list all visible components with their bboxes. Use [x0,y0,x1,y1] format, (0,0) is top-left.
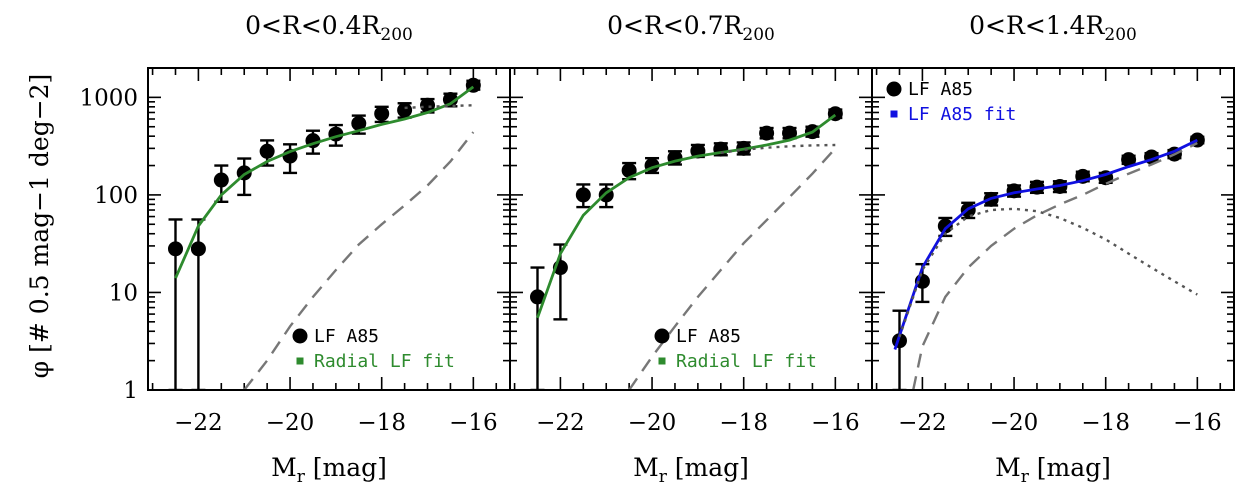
x-tick-label: −16 [449,410,498,436]
x-axis-label-subscript: r [659,467,668,485]
data-point [598,183,614,209]
data-point [167,218,183,390]
x-tick-label: −18 [1081,410,1130,436]
x-axis-label: Mr [mag] [271,453,387,485]
series-line-component [912,142,1198,390]
plot-area [891,132,1205,390]
legend-label: LF A85 fit [908,104,1016,125]
data-marker [351,115,367,131]
legend-label: LF A85 [676,326,741,347]
legend-marker-circle [886,81,902,97]
x-axis-label-main: M [995,453,1021,482]
data-marker [782,125,798,141]
data-marker [397,102,413,118]
x-axis-label-main: M [633,453,659,482]
x-axis-label-subscript: r [1021,467,1030,485]
x-axis-label-main: M [271,453,297,482]
plot-frame [871,67,1235,391]
series-line-fit [893,138,1198,350]
x-axis-label-unit: [mag] [1029,453,1111,482]
data-marker [759,125,775,141]
chart-title-main: 0<R<1.4R [969,11,1105,40]
chart-title: 0<R<1.4R200 [969,11,1137,45]
legend-marker-square [658,357,666,365]
data-marker [259,143,275,159]
data-point [397,102,413,119]
legend-label: LF A85 [314,326,379,347]
chart-title-main: 0<R<0.7R [607,11,743,40]
data-marker [529,289,545,305]
series-line-component [404,104,474,110]
legend-marker-circle [292,328,308,344]
data-point [575,183,591,209]
data-marker [190,241,206,257]
chart-title: 0<R<0.7R200 [607,11,775,45]
x-axis-label-subscript: r [297,467,306,485]
data-marker [167,241,183,257]
y-tick-label: 100 [94,183,138,209]
data-marker [575,187,591,203]
legend-label: Radial LF fit [676,351,817,372]
series-line-component [898,207,1198,338]
data-marker [937,218,953,234]
legend: LF A85 LF A85 fit [886,79,1016,125]
data-marker [213,172,229,188]
chart-title-subscript: 200 [742,25,774,45]
x-tick-label: −16 [811,410,860,436]
plot-area [167,77,481,390]
y-axis-label: φ [# 0.5 mag−1 deg−2] [25,74,54,379]
x-axis-label-unit: [mag] [305,453,387,482]
series-line-component [243,131,475,390]
x-axis-label-unit: [mag] [667,453,749,482]
y-tick-label: 1 [123,378,138,404]
data-point [374,105,390,124]
x-tick-label: −20 [628,410,677,436]
y-tick-label: 10 [109,280,138,306]
x-tick-label: −22 [536,410,585,436]
data-point [1121,152,1137,168]
x-tick-label: −20 [990,410,1039,436]
series-line-fit [536,113,837,319]
legend-marker-square [296,357,304,365]
x-tick-label: −22 [898,410,947,436]
y-tick-label: 1000 [79,85,138,111]
plot-area [529,106,843,390]
data-marker [1121,152,1137,168]
legend: LF A85 Radial LF fit [292,326,455,372]
x-axis-label: Mr [mag] [633,453,749,485]
chart-panel-1: 0<R<0.4R200 Mr [mag] −22 −20 −18 −16 1 10 100 100… [79,11,511,485]
data-point [759,125,775,141]
data-marker [374,106,390,122]
data-point [782,125,798,141]
chart-title-subscript: 200 [1104,25,1136,45]
data-point [529,266,545,390]
data-marker [621,162,637,178]
legend-label: Radial LF fit [314,351,455,372]
x-tick-label: −18 [357,410,406,436]
data-point [190,218,206,390]
data-marker [442,92,458,108]
chart-title-main: 0<R<0.4R [245,11,381,40]
chart-title: 0<R<0.4R200 [245,11,413,45]
x-tick-label: −20 [266,410,315,436]
x-tick-label: −18 [719,410,768,436]
data-point [236,157,252,197]
x-axis-label: Mr [mag] [995,453,1111,485]
chart-panel-2: 0<R<0.7R200 Mr [mag] −22 −20 −18 −16 LF A85 Rad… [509,11,873,485]
legend: LF A85 Radial LF fit [654,326,817,372]
legend-marker-circle [654,328,670,344]
legend-label: LF A85 [908,79,973,100]
x-tick-label: −22 [174,410,223,436]
data-marker [420,97,436,113]
series-line-fit [174,85,475,279]
chart-title-subscript: 200 [380,25,412,45]
x-tick-label: −16 [1173,410,1222,436]
legend-marker-square [890,110,898,118]
series-line-component [720,143,836,154]
